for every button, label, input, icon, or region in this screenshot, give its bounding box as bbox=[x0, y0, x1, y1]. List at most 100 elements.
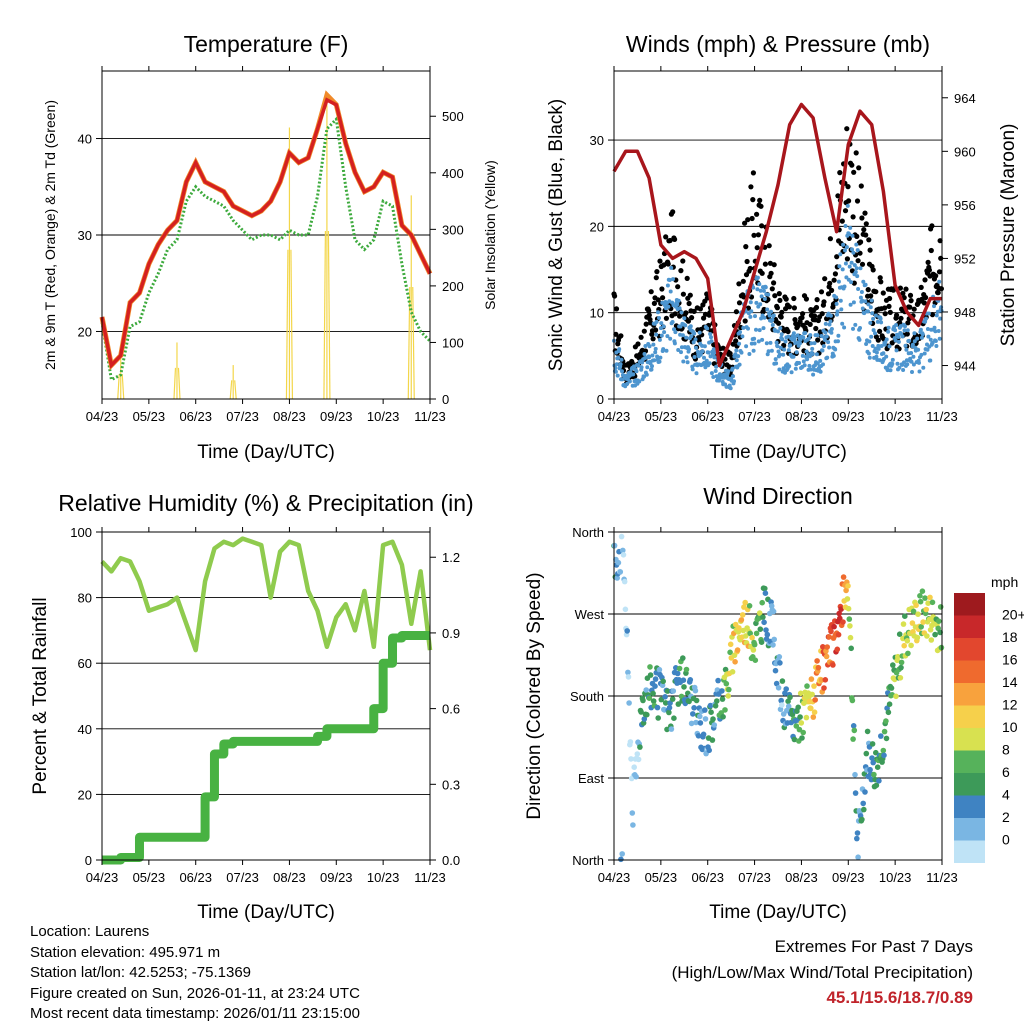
sonic-wind-series bbox=[612, 203, 944, 391]
gust-point bbox=[803, 296, 810, 302]
solar-y-tick-label: 500 bbox=[442, 109, 464, 124]
sonic-wind-point bbox=[828, 313, 833, 318]
direction-point bbox=[646, 695, 653, 701]
sonic-wind-point bbox=[866, 351, 871, 356]
gust-point bbox=[768, 270, 774, 276]
direction-point bbox=[778, 697, 784, 704]
direction-point bbox=[763, 627, 769, 633]
sonic-wind-point bbox=[765, 307, 770, 312]
direction-point bbox=[834, 646, 841, 653]
sonic-wind-point bbox=[732, 379, 736, 384]
sonic-wind-point bbox=[905, 328, 910, 333]
sonic-wind-point bbox=[810, 346, 815, 351]
direction-point bbox=[637, 744, 643, 750]
direction-point bbox=[902, 613, 908, 619]
sonic-wind-point bbox=[754, 300, 759, 305]
extremes-box: Extremes For Past 7 Days (High/Low/Max W… bbox=[672, 934, 973, 1011]
gust-point bbox=[643, 321, 649, 327]
gust-point bbox=[877, 275, 883, 281]
sonic-wind-point bbox=[886, 329, 891, 334]
direction-point bbox=[831, 623, 837, 630]
sonic-wind-point bbox=[798, 341, 802, 346]
direction-point bbox=[671, 715, 677, 721]
sonic-wind-point bbox=[653, 346, 658, 351]
temp-x-tick-label: 11/23 bbox=[414, 409, 446, 424]
sonic-wind-point bbox=[740, 334, 745, 339]
sonic-wind-point bbox=[708, 332, 713, 336]
sonic-wind-point bbox=[895, 361, 900, 366]
sonic-wind-point bbox=[704, 358, 709, 363]
sonic-wind-point bbox=[827, 322, 832, 327]
gust-point bbox=[657, 258, 663, 264]
gust-point bbox=[755, 232, 762, 238]
sonic-wind-point bbox=[791, 354, 796, 359]
gust-point bbox=[678, 268, 684, 274]
sonic-wind-point bbox=[661, 324, 666, 329]
gust-point bbox=[887, 309, 893, 315]
gust-point bbox=[837, 170, 843, 176]
direction-point bbox=[688, 720, 695, 727]
sonic-wind-point bbox=[934, 344, 939, 348]
direction-point bbox=[810, 714, 817, 720]
gust-point bbox=[779, 309, 785, 315]
direction-point bbox=[785, 703, 792, 710]
direction-point bbox=[630, 822, 636, 828]
sonic-wind-point bbox=[773, 357, 778, 362]
direction-point bbox=[777, 706, 784, 713]
direction-point bbox=[823, 653, 830, 660]
sonic-wind-point bbox=[822, 338, 827, 342]
dewpoint-line bbox=[100, 115, 432, 382]
direction-point bbox=[664, 726, 670, 733]
sonic-wind-point bbox=[761, 288, 766, 293]
gust-point bbox=[696, 337, 702, 343]
direction-point bbox=[796, 726, 803, 733]
temperature-title: Temperature (F) bbox=[184, 31, 349, 57]
sonic-wind-point bbox=[874, 354, 879, 359]
sonic-wind-point bbox=[876, 343, 881, 348]
direction-point bbox=[908, 642, 914, 649]
direction-point bbox=[712, 703, 719, 709]
speed-legend: mph 20+ 18 16 14 12 10 8 6 4 2 0 bbox=[954, 574, 1024, 863]
sonic-wind-point bbox=[869, 298, 874, 303]
sonic-wind-point bbox=[650, 364, 654, 369]
direction-point bbox=[738, 617, 745, 623]
sonic-wind-point bbox=[665, 334, 670, 339]
sonic-wind-point bbox=[737, 362, 742, 367]
direction-point bbox=[675, 701, 682, 707]
direction-point bbox=[811, 709, 818, 715]
direction-point bbox=[905, 650, 911, 657]
gust-point bbox=[766, 243, 772, 249]
direction-point bbox=[932, 631, 938, 638]
sonic-wind-point bbox=[737, 341, 742, 346]
direction-point bbox=[676, 665, 683, 672]
direction-point bbox=[885, 709, 892, 716]
sonic-wind-point bbox=[652, 358, 657, 363]
direction-point bbox=[706, 747, 712, 754]
direction-point bbox=[913, 602, 919, 609]
gust-point bbox=[923, 294, 929, 301]
sonic-wind-point bbox=[840, 321, 845, 326]
extremes-subheading: (High/Low/Max Wind/Total Precipitation) bbox=[671, 962, 973, 982]
sonic-wind-point bbox=[867, 355, 872, 360]
sonic-wind-point bbox=[705, 326, 710, 331]
gust-point bbox=[862, 210, 868, 216]
gust-point bbox=[849, 268, 856, 274]
sonic-wind-point bbox=[692, 355, 697, 359]
direction-point bbox=[715, 677, 721, 684]
gust-point bbox=[791, 295, 797, 302]
direction-point bbox=[915, 611, 921, 617]
sonic-wind-point bbox=[925, 347, 930, 352]
sonic-wind-point bbox=[803, 331, 808, 335]
direction-point bbox=[821, 685, 827, 691]
sonic-wind-point bbox=[877, 358, 882, 363]
sonic-wind-point bbox=[847, 264, 852, 269]
solar-spike bbox=[173, 367, 177, 400]
sonic-wind-point bbox=[937, 279, 942, 284]
sonic-wind-point bbox=[618, 362, 623, 367]
direction-point bbox=[791, 736, 798, 743]
sonic-wind-point bbox=[763, 285, 768, 290]
direction-point bbox=[757, 626, 764, 632]
gust-point bbox=[815, 337, 821, 343]
sonic-wind-point bbox=[739, 350, 744, 355]
solar-spike bbox=[285, 249, 289, 400]
